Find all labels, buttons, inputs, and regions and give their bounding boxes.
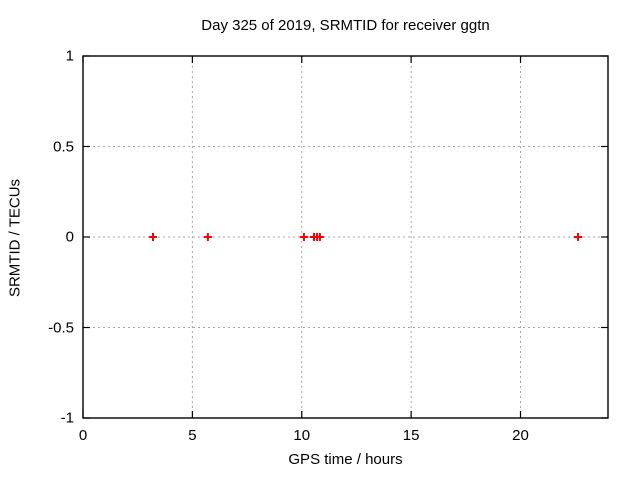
y-tick-label: -1 [60,409,74,427]
x-axis-label: GPS time / hours [288,451,403,468]
data-point-marker [315,233,324,241]
data-point-marker [149,233,157,241]
x-tick-label: 10 [293,427,311,444]
x-tick-label: 0 [78,427,88,444]
y-tick-label: 0 [65,228,74,246]
y-tick-label: 0.5 [53,138,74,155]
y-tick-label: -0.5 [48,319,74,336]
x-tick-label: 15 [402,427,420,444]
y-tick-label: 1 [65,47,74,65]
x-tick-label: 20 [512,427,529,444]
x-tick-label: 5 [188,427,197,444]
data-point-marker [203,233,212,241]
data-point-marker [574,233,583,241]
chart-title: Day 325 of 2019, SRMTID for receiver ggt… [201,17,490,34]
y-axis-label: SRMTID / TECUs [6,178,24,298]
data-point-marker [299,233,308,241]
